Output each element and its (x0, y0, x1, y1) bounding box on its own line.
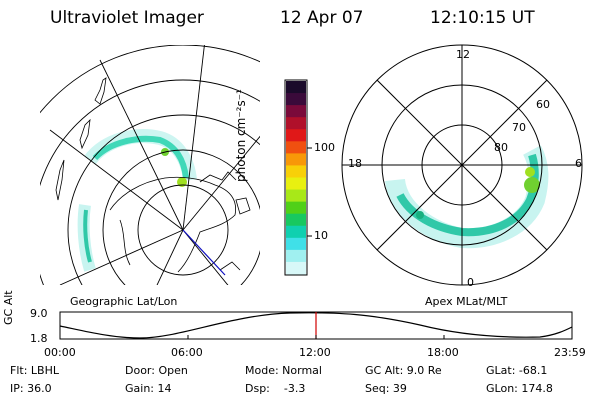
footer-mode: Mode: Normal (245, 364, 322, 377)
altitude-ytick-9: 9.0 (30, 307, 48, 320)
left-map-caption: Geographic Lat/Lon (70, 295, 178, 308)
geographic-map (40, 45, 260, 285)
colorbar-cell (286, 117, 306, 130)
mlat-label-60: 60 (536, 98, 550, 111)
magnetic-polar-plot (341, 44, 583, 286)
time-tick-2359: 23:59 (554, 346, 586, 359)
footer-door: Door: Open (125, 364, 188, 377)
colorbar-cell (286, 177, 306, 191)
footer-dsp: Dsp: -3.3 (245, 382, 306, 395)
colorbar-frame (284, 79, 308, 276)
footer-gain: Gain: 14 (125, 382, 172, 395)
footer-filter: Flt: LBHL (10, 364, 59, 377)
left-graticule (40, 45, 260, 285)
mlat-label-70: 70 (512, 121, 526, 134)
colorbar-cell (286, 225, 306, 239)
right-map-caption: Apex MLat/MLT (425, 295, 508, 308)
colorbar-cell (286, 93, 306, 106)
left-coastlines (55, 77, 251, 273)
colorbar-cell (286, 105, 306, 118)
colorbar-tick-label-10: 10 (314, 229, 328, 242)
colorbar-cells (286, 81, 306, 275)
colorbar-cell (286, 189, 306, 203)
mlt-label-12: 12 (456, 48, 470, 61)
time-tick-1800: 18:00 (427, 346, 459, 359)
footer-ip: IP: 36.0 (10, 382, 52, 395)
mlt-label-6: 6 (575, 157, 582, 170)
colorbar-cell (286, 201, 306, 215)
header-date: 12 Apr 07 (280, 8, 364, 28)
colorbar-cell (286, 141, 306, 154)
footer-glat: GLat: -68.1 (486, 364, 548, 377)
right-grid (341, 44, 583, 286)
altitude-ylabel: GC Alt (2, 290, 15, 325)
altitude-curve (59, 312, 573, 339)
colorbar-cell (286, 249, 306, 263)
mlat-label-80: 80 (494, 141, 508, 154)
colorbar-cell (286, 237, 306, 251)
colorbar-cell (286, 129, 306, 142)
right-aurora (385, 145, 549, 249)
altitude-plot (59, 311, 573, 340)
header-time: 12:10:15 UT (430, 8, 535, 28)
colorbar-cell (286, 153, 306, 166)
time-tick-1200: 12:00 (299, 346, 331, 359)
mlt-label-18: 18 (348, 157, 362, 170)
orbit-track (182, 229, 226, 276)
time-tick-0600: 06:00 (171, 346, 203, 359)
colorbar-cell (286, 213, 306, 227)
time-tick-0000: 00:00 (44, 346, 76, 359)
footer-gcalt: GC Alt: 9.0 Re (365, 364, 442, 377)
altitude-xticks (187, 335, 445, 339)
footer-glon: GLon: 174.8 (486, 382, 553, 395)
colorbar-label: photon cm⁻²s⁻¹ (234, 89, 248, 182)
footer-seq: Seq: 39 (365, 382, 407, 395)
colorbar-cell (286, 165, 306, 178)
colorbar-cell (286, 261, 306, 275)
colorbar-cell (286, 81, 306, 94)
mlt-label-0: 0 (467, 276, 474, 289)
left-aurora (77, 129, 197, 272)
colorbar-tick-label-100: 100 (314, 141, 335, 154)
app-title: Ultraviolet Imager (50, 8, 204, 28)
altitude-ytick-1-8: 1.8 (30, 332, 48, 345)
colorbar (284, 79, 312, 276)
